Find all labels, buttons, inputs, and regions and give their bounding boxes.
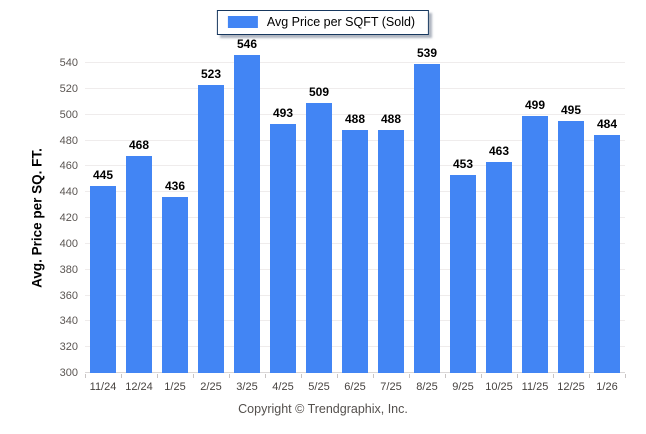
bar-6/25 <box>342 130 368 373</box>
bar-value-label: 509 <box>308 85 330 100</box>
bar-slot: 488 <box>373 63 409 373</box>
x-axis-tick <box>337 374 338 378</box>
x-tick-label: 4/25 <box>272 381 294 393</box>
y-tick-label: 460 <box>59 160 78 173</box>
bar-value-label: 488 <box>380 112 402 127</box>
x-tick-label: 1/26 <box>596 381 618 393</box>
x-axis-tick <box>445 374 446 378</box>
x-tick-label: 5/25 <box>308 381 330 393</box>
legend-label: Avg Price per SQFT (Sold) <box>266 15 416 29</box>
x-tick-label: 9/25 <box>452 381 474 393</box>
bar-value-label: 488 <box>344 112 366 127</box>
bar-slot: 488 <box>337 63 373 373</box>
legend-swatch-icon <box>227 16 258 28</box>
x-axis-tick <box>265 374 266 378</box>
bar-value-label: 499 <box>524 97 546 112</box>
bar-slot: 546 <box>229 37 265 373</box>
bar-value-label: 468 <box>128 138 150 152</box>
x-tick-label: 3/25 <box>236 381 258 393</box>
bar-value-label: 539 <box>416 46 438 61</box>
x-axis-tick <box>373 374 374 378</box>
bar-slot: 523 <box>193 63 229 373</box>
x-axis-tick <box>85 374 86 378</box>
x-axis-tick <box>589 374 590 378</box>
gridline <box>85 62 625 63</box>
bar-value-label: 523 <box>200 66 222 81</box>
bar-value-label: 484 <box>596 117 618 132</box>
x-axis-tick <box>553 374 554 378</box>
bar-5/25 <box>306 103 332 373</box>
bar-slot: 484 <box>589 63 625 373</box>
bar-value-label: 546 <box>236 37 258 52</box>
x-tick-label: 11/25 <box>521 381 549 393</box>
gridline <box>85 87 625 89</box>
x-axis-tick <box>229 374 230 378</box>
bar-value-label: 463 <box>488 144 510 159</box>
y-tick-label: 500 <box>59 108 78 121</box>
x-tick-label: 1/25 <box>164 381 186 393</box>
bar-1/26 <box>594 135 620 373</box>
bar-9/25 <box>450 175 476 373</box>
bar-4/25 <box>270 123 296 373</box>
y-tick-label: 440 <box>59 186 78 199</box>
x-tick-label: 12/24 <box>125 381 153 393</box>
bar-1/25 <box>162 197 188 373</box>
bar-value-label: 445 <box>92 167 114 182</box>
y-tick-label: 520 <box>59 82 78 95</box>
y-tick-label: 320 <box>59 341 78 354</box>
x-tick-label: 11/24 <box>89 381 117 393</box>
bar-slot: 499 <box>517 63 553 373</box>
bar-slot: 463 <box>481 63 517 373</box>
x-axis-tick <box>481 374 482 378</box>
bar-7/25 <box>378 130 404 373</box>
x-axis-tick <box>157 374 158 378</box>
x-tick-label: 8/25 <box>416 381 438 393</box>
y-tick-label: 380 <box>59 263 78 276</box>
bar-10/25 <box>486 162 512 373</box>
bar-12/24 <box>126 156 152 373</box>
y-tick-label: 400 <box>59 237 78 250</box>
x-axis-tick <box>517 374 518 378</box>
bar-slot: 495 <box>553 63 589 373</box>
bar-slot: 493 <box>265 63 301 373</box>
bar-slot: 453 <box>445 63 481 373</box>
x-tick-label: 2/25 <box>200 381 222 393</box>
bar-slot: 539 <box>409 46 445 373</box>
y-tick-label: 360 <box>59 289 78 302</box>
plot-area: 445 11/24 468 12/24 436 1/25 523 2/25 546 3/25 493… <box>85 37 626 393</box>
x-tick-label: 10/25 <box>485 381 513 393</box>
x-axis-tick <box>193 374 194 378</box>
y-axis-tick-labels: 300 320 340 360 380 400 420 440 460 480 500 520 540 <box>0 57 78 379</box>
bar-value-label: 436 <box>164 179 186 194</box>
x-axis-tick <box>625 374 626 378</box>
y-tick-label: 300 <box>59 367 78 379</box>
bar-slot: 445 <box>85 63 121 373</box>
bar-value-label: 493 <box>272 105 294 120</box>
bar-3/25 <box>234 55 260 373</box>
bar-8/25 <box>414 64 440 373</box>
bar-slot: 468 <box>121 63 157 373</box>
y-tick-label: 480 <box>59 134 78 147</box>
x-tick-label: 6/25 <box>344 381 366 393</box>
x-tick-label: 7/25 <box>380 381 402 393</box>
footer-copyright: Copyright © Trendgraphix, Inc. <box>238 402 408 416</box>
x-axis-tick <box>409 374 410 378</box>
y-tick-label: 420 <box>59 212 78 224</box>
bar-11/24 <box>90 185 116 373</box>
bar-11/25 <box>522 115 548 373</box>
gridline <box>85 113 625 115</box>
bar-value-label: 453 <box>452 157 474 172</box>
bar-2/25 <box>198 84 224 373</box>
x-axis-tick <box>301 374 302 378</box>
y-tick-label: 540 <box>59 57 78 69</box>
bar-value-label: 495 <box>560 103 582 118</box>
x-tick-label: 12/25 <box>557 381 585 393</box>
legend: Avg Price per SQFT (Sold) <box>216 10 430 35</box>
x-axis-tick <box>121 374 122 378</box>
bar-slot: 436 <box>157 63 193 373</box>
bar-slot: 509 <box>301 63 337 373</box>
y-tick-label: 340 <box>59 315 78 328</box>
bar-12/25 <box>558 121 584 373</box>
